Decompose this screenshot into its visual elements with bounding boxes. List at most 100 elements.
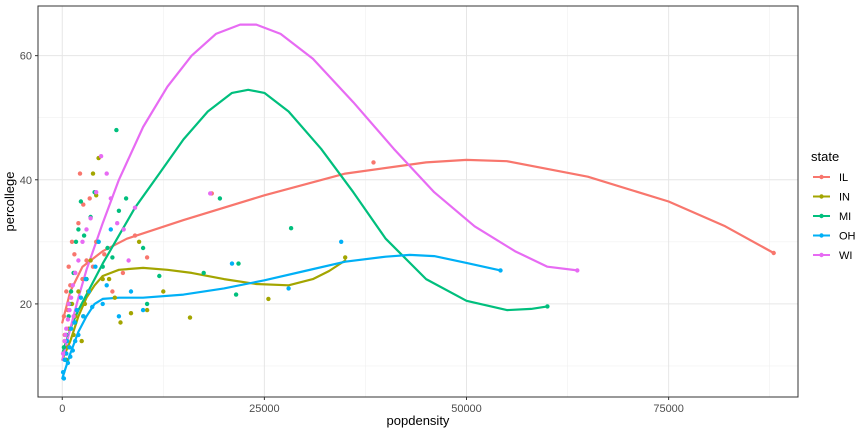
data-point-il	[81, 202, 86, 207]
data-point-mi	[110, 255, 115, 260]
data-point-in	[71, 332, 76, 338]
data-point-il	[84, 258, 89, 263]
data-point-in	[88, 258, 93, 263]
data-point-wi	[66, 301, 71, 307]
x-tick-label: 25000	[249, 403, 280, 415]
data-point-oh	[60, 370, 66, 375]
data-point-mi	[114, 127, 119, 133]
data-point-wi	[65, 317, 71, 322]
data-point-wi	[126, 258, 131, 263]
data-point-mi	[288, 226, 294, 231]
data-point-wi	[84, 227, 89, 232]
legend-label: MI	[839, 211, 851, 223]
data-point-in	[112, 295, 118, 300]
data-point-in	[90, 171, 96, 176]
legend-item-oh: OH	[813, 231, 856, 243]
legend-item-in: IN	[813, 192, 850, 204]
legend-item-il: IL	[813, 172, 848, 184]
data-point-il	[132, 233, 138, 238]
data-point-oh	[498, 268, 503, 273]
data-point-mi	[123, 196, 129, 201]
data-point-mi	[233, 292, 239, 297]
data-point-oh	[78, 295, 84, 300]
data-point-mi	[76, 227, 81, 232]
data-point-mi	[236, 261, 241, 266]
data-point-in	[161, 289, 166, 294]
data-point-oh	[83, 276, 88, 282]
x-tick-label: 50000	[451, 403, 482, 415]
data-point-oh	[68, 354, 73, 359]
data-point-oh	[128, 289, 134, 294]
legend-item-mi: MI	[813, 211, 851, 223]
data-point-wi	[132, 205, 138, 210]
data-point-mi	[81, 233, 87, 238]
data-point-in	[106, 276, 112, 282]
data-point-in	[76, 289, 81, 294]
data-point-mi	[140, 245, 146, 251]
smooth-line-wi	[61, 23, 579, 361]
y-tick-label: 60	[20, 51, 32, 63]
data-point-mi	[61, 345, 67, 350]
data-point-wi	[115, 221, 120, 226]
data-point-in	[118, 320, 123, 325]
scatter-points	[60, 127, 776, 381]
data-point-oh	[96, 239, 101, 244]
legend-label: IN	[839, 192, 850, 204]
data-point-oh	[62, 357, 67, 362]
data-point-wi	[67, 307, 72, 313]
panel-border	[37, 5, 799, 398]
data-point-mi	[100, 264, 105, 269]
data-point-oh	[93, 264, 98, 269]
data-point-wi	[80, 239, 85, 244]
legend-label: OH	[839, 231, 856, 243]
data-point-il	[771, 250, 776, 256]
data-point-il	[110, 289, 115, 294]
data-point-il	[64, 289, 69, 294]
data-point-oh	[81, 314, 86, 319]
data-point-il	[61, 314, 67, 319]
data-point-in	[100, 276, 105, 282]
data-point-oh	[72, 320, 77, 325]
legend-key-point	[819, 213, 824, 219]
data-point-oh	[116, 314, 122, 319]
data-point-mi	[116, 208, 122, 213]
data-point-in	[136, 239, 142, 244]
y-tick-label: 40	[20, 175, 32, 187]
data-point-il	[76, 221, 81, 226]
data-point-in	[187, 315, 193, 320]
data-point-oh	[86, 289, 92, 294]
legend-label: WI	[839, 250, 852, 262]
data-point-mi	[157, 273, 162, 279]
y-tick-label: 20	[20, 299, 32, 311]
smooth-line-in	[61, 259, 347, 361]
data-point-wi	[121, 227, 126, 232]
legend: state IL IN MI OH WI	[811, 149, 856, 262]
data-point-oh	[229, 261, 235, 266]
data-point-il	[371, 160, 376, 165]
legend-label: IL	[839, 172, 848, 184]
data-point-oh	[65, 360, 71, 366]
data-point-wi	[98, 154, 104, 159]
data-point-wi	[64, 326, 69, 331]
data-point-il	[80, 276, 85, 282]
data-point-wi	[71, 314, 76, 319]
data-point-wi	[76, 258, 81, 263]
data-point-wi	[60, 351, 66, 356]
legend-title: state	[811, 149, 839, 164]
data-point-oh	[64, 351, 69, 356]
data-point-wi	[108, 196, 114, 201]
data-point-il	[69, 239, 75, 244]
data-point-mi	[545, 304, 550, 309]
data-point-mi	[68, 289, 74, 294]
data-point-wi	[575, 268, 580, 273]
data-point-oh	[100, 301, 105, 307]
data-point-il	[66, 264, 71, 269]
data-point-oh	[108, 227, 114, 232]
data-point-il	[120, 270, 126, 276]
data-point-il	[87, 196, 92, 201]
data-point-oh	[90, 304, 95, 310]
data-point-wi	[88, 216, 93, 221]
data-point-mi	[105, 245, 110, 251]
data-point-il	[144, 255, 150, 260]
